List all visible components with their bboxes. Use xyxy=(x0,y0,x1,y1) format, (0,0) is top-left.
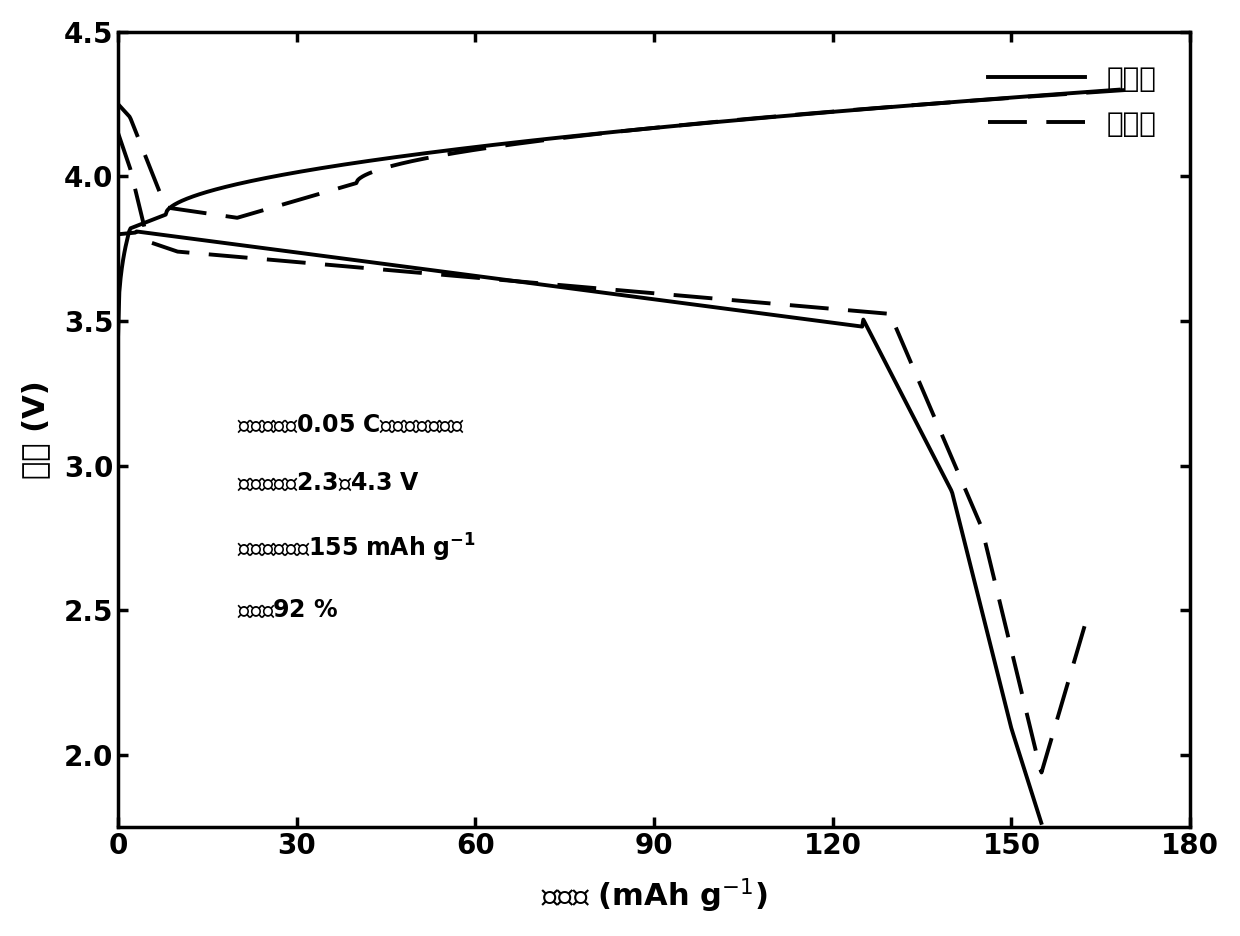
第一圈 xyxy=(748,113,763,124)
第一圈 xyxy=(692,118,707,129)
第三圈 xyxy=(880,102,895,113)
第三圈 xyxy=(756,111,771,123)
第三圈 xyxy=(727,114,742,125)
Line: 第三圈: 第三圈 xyxy=(118,90,1131,218)
Text: 效率为$\mathbf{92\ \%}$: 效率为$\mathbf{92\ \%}$ xyxy=(237,598,339,622)
第一圈 xyxy=(869,103,884,114)
第三圈 xyxy=(983,94,998,105)
第一圈 xyxy=(1111,84,1126,95)
第三圈 xyxy=(172,204,187,215)
第三圈 xyxy=(699,117,714,128)
第三圈 xyxy=(229,212,244,224)
Line: 第一圈: 第一圈 xyxy=(118,90,1118,335)
X-axis label: 比容量 (mAh g$^{-1}$): 比容量 (mAh g$^{-1}$) xyxy=(541,877,768,915)
Text: 首圈放电容量$\mathbf{155\ mAh\ g^{-1}}$: 首圈放电容量$\mathbf{155\ mAh\ g^{-1}}$ xyxy=(237,532,476,564)
第三圈 xyxy=(1123,84,1138,95)
Text: 电压范围为$\mathbf{2.3}$到$\mathbf{4.3\ V}$: 电压范围为$\mathbf{2.3}$到$\mathbf{4.3\ V}$ xyxy=(237,471,420,494)
Legend: 第一圈, 第三圈: 第一圈, 第三圈 xyxy=(976,54,1168,149)
Text: 在室温下以$\mathbf{0.05\ C}$的倍率充放电，: 在室温下以$\mathbf{0.05\ C}$的倍率充放电， xyxy=(237,413,465,437)
Y-axis label: 电压 (V): 电压 (V) xyxy=(21,380,50,479)
第一圈 xyxy=(972,95,987,106)
第一圈 xyxy=(110,329,125,341)
第一圈 xyxy=(172,197,187,208)
第三圈 xyxy=(110,98,125,110)
第一圈 xyxy=(718,116,733,127)
